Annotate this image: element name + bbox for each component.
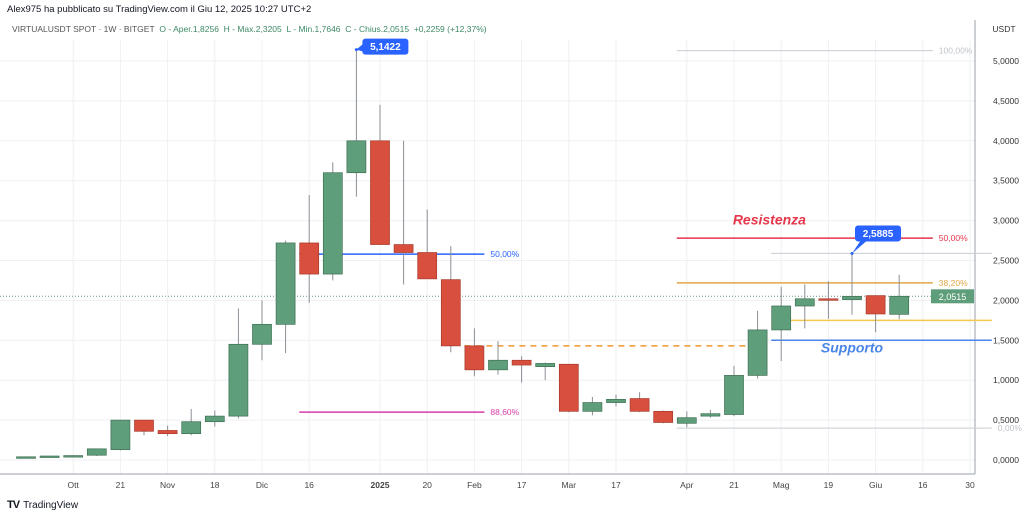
candle-down: [511, 359, 532, 366]
x-tick-label: 18: [210, 480, 220, 490]
candle-up: [582, 402, 603, 412]
y-tick-label: 4,0000: [993, 136, 1019, 146]
level-label: 0,00%: [998, 423, 1023, 433]
candle-down: [865, 295, 886, 315]
candle-down: [370, 140, 390, 245]
last-price-badge: [931, 289, 974, 304]
callout-label: 5,1422: [370, 42, 401, 53]
x-tick-label: 17: [611, 480, 621, 490]
candle-up: [771, 305, 792, 331]
ohlc-change: +0,2259 (+12,37%): [413, 24, 487, 34]
callout-dot: [850, 251, 854, 255]
candle-up: [535, 363, 556, 367]
callout-pointer: [356, 43, 364, 52]
candle-up: [204, 415, 225, 423]
ohlc-close: C - Chius.2,0515: [345, 24, 410, 34]
x-tick-label: Nov: [160, 480, 176, 490]
candle-down: [393, 244, 414, 253]
level-label: 50,00%: [939, 233, 968, 243]
x-tick-label: 21: [729, 480, 739, 490]
tradingview-logo-icon: TV: [7, 499, 20, 511]
x-tick-label: 20: [422, 480, 432, 490]
candle-up: [676, 417, 697, 424]
currency-label: USDT: [992, 24, 1015, 34]
candle-up: [181, 421, 202, 435]
candle-down: [629, 398, 650, 412]
price-chart[interactable]: 0,0000 0,5000 1,0000 1,5000 2,0000 2,5000 3,00…: [0, 0, 1024, 495]
x-tick-label: 19: [824, 480, 834, 490]
candle-down: [440, 279, 461, 347]
level-label: 50,00%: [490, 249, 519, 259]
candle-up: [700, 413, 721, 417]
y-tick-label: 1,0000: [993, 375, 1019, 385]
candle-down: [134, 419, 154, 432]
candle-up: [842, 296, 862, 300]
y-tick-label: 3,5000: [993, 176, 1019, 186]
candle-up: [488, 359, 508, 371]
annotation-label: Resistenza: [733, 212, 806, 228]
callout-box: [362, 38, 409, 55]
x-tick-label: 2025: [371, 480, 390, 490]
callout-pointer: [852, 241, 866, 254]
ohlc-open: O - Aper.1,8256: [159, 24, 219, 34]
callout-box: [855, 225, 901, 242]
candle-down: [299, 242, 320, 275]
x-tick-label: 21: [116, 480, 126, 490]
ohlc-high: H - Max.2,3205: [223, 24, 282, 34]
brand-label: TradingView: [23, 499, 79, 511]
x-tick-label: Mar: [561, 480, 576, 490]
y-tick-label: 5,0000: [993, 56, 1019, 66]
candle-down: [653, 410, 674, 423]
y-tick-label: 2,5000: [993, 256, 1019, 266]
candle-down: [157, 430, 178, 435]
y-tick-label: 3,0000: [993, 216, 1019, 226]
candle-up: [110, 419, 131, 450]
candle-up: [16, 456, 36, 459]
candle-up: [252, 323, 272, 345]
y-tick-label: 1,5000: [993, 335, 1019, 345]
level-label: 38,20%: [939, 278, 968, 288]
candle-down: [464, 345, 485, 371]
candle-down: [558, 363, 579, 412]
callout-label: 2,5885: [863, 229, 894, 240]
x-tick-label: 30: [965, 480, 975, 490]
candle-down: [417, 252, 438, 280]
ohlc-low: L - Min.1,7646: [286, 24, 341, 34]
y-tick-label: 0,0000: [993, 455, 1019, 465]
x-tick-label: Giu: [869, 480, 883, 490]
candle-down: [818, 298, 839, 301]
x-tick-label: Mag: [773, 480, 790, 490]
annotation-label: Supporto: [821, 339, 884, 355]
footer-brand: TV TradingView: [7, 499, 78, 511]
candle-up: [794, 298, 815, 307]
candle-up: [747, 329, 768, 376]
candle-up: [724, 375, 744, 415]
x-tick-label: Apr: [680, 480, 693, 490]
candle-up: [606, 399, 626, 403]
x-tick-label: Ott: [68, 480, 80, 490]
x-tick-label: 16: [918, 480, 928, 490]
x-tick-label: 17: [517, 480, 527, 490]
publisher-line: Alex975 ha pubblicato su TradingView.com…: [7, 4, 312, 15]
y-tick-label: 0,5000: [993, 415, 1019, 425]
y-tick-label: 2,0000: [993, 295, 1019, 305]
candle-up: [889, 295, 910, 315]
y-tick-label: 4,5000: [993, 96, 1019, 106]
candle-up: [39, 455, 60, 458]
x-tick-label: 16: [304, 480, 314, 490]
symbol-name[interactable]: VIRTUALUSDT SPOT · 1W · BITGET: [12, 24, 155, 34]
x-tick-label: Feb: [467, 480, 482, 490]
candle-up: [322, 172, 343, 275]
last-price-label: 2,0515: [939, 292, 967, 302]
candle-up: [275, 242, 296, 325]
level-label: 88,60%: [490, 407, 519, 417]
callout-dot: [354, 48, 358, 52]
candle-up: [63, 455, 84, 458]
candle-up: [228, 343, 249, 417]
candle-up: [86, 448, 107, 456]
symbol-legend: VIRTUALUSDT SPOT · 1W · BITGET O - Aper.…: [12, 24, 487, 34]
x-tick-label: Dic: [256, 480, 269, 490]
level-label: 100,00%: [939, 46, 973, 56]
candle-up: [346, 140, 367, 174]
